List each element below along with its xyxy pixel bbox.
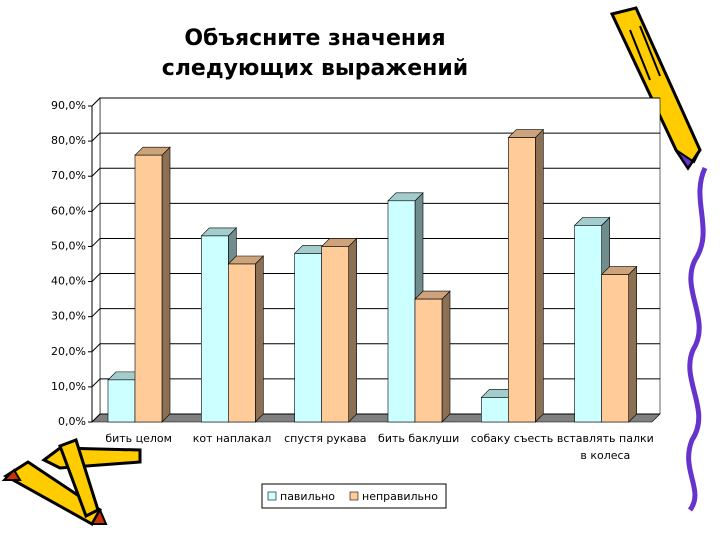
bar [294,253,322,423]
legend-label: неправильно [362,490,438,503]
chart-title: Объясните значения следующих выражений [161,26,469,81]
grid-line [91,237,660,247]
decoration [1,6,708,527]
bar [508,137,536,423]
legend-swatch [267,491,277,501]
bar-side [535,128,544,423]
grid-line [91,308,660,318]
bar-side [348,237,357,423]
bar [414,298,443,423]
bar-side [628,265,637,423]
x-tick-label: кот наплакал [192,432,272,445]
bar [387,200,416,423]
bar-side [255,255,264,423]
side-wall [91,97,101,423]
x-tick-label: бить баклуши [378,432,460,445]
grid-line [91,273,660,282]
bar [481,397,509,423]
y-tick-label: 60,0% [51,204,86,217]
bar [321,246,349,423]
grid-line [91,378,660,388]
grid-line [91,132,660,142]
y-tick-label: 70,0% [51,169,86,182]
grid-line [91,202,660,212]
y-tick-label: 40,0% [51,275,86,288]
y-tick-label: 20,0% [51,345,86,358]
legend-label: павильно [280,490,335,503]
y-tick-label: 0,0% [58,415,86,428]
grid-line [91,97,660,107]
y-tick-label: 30,0% [51,310,86,323]
bar [601,274,629,423]
y-tick-label: 90,0% [51,99,86,112]
x-tick-label: спустя рукава [284,432,367,445]
x-tick-label: вставлять палки в колеса [556,432,654,462]
x-tick-label: бить целом [105,432,172,445]
legend-swatch [349,491,359,501]
x-tick-label: собаку съесть [470,432,554,445]
bar [228,263,256,423]
bar-side [161,146,171,423]
y-tick-label: 50,0% [51,239,86,252]
grid-line [91,413,660,423]
bar [574,225,602,423]
bar-side [441,290,451,423]
bar [134,154,163,423]
grid-line [91,343,660,353]
bar [107,379,136,423]
grid-line [91,167,660,177]
y-tick-label: 80,0% [51,134,86,147]
bar [201,235,229,423]
y-tick-label: 10,0% [51,380,86,393]
